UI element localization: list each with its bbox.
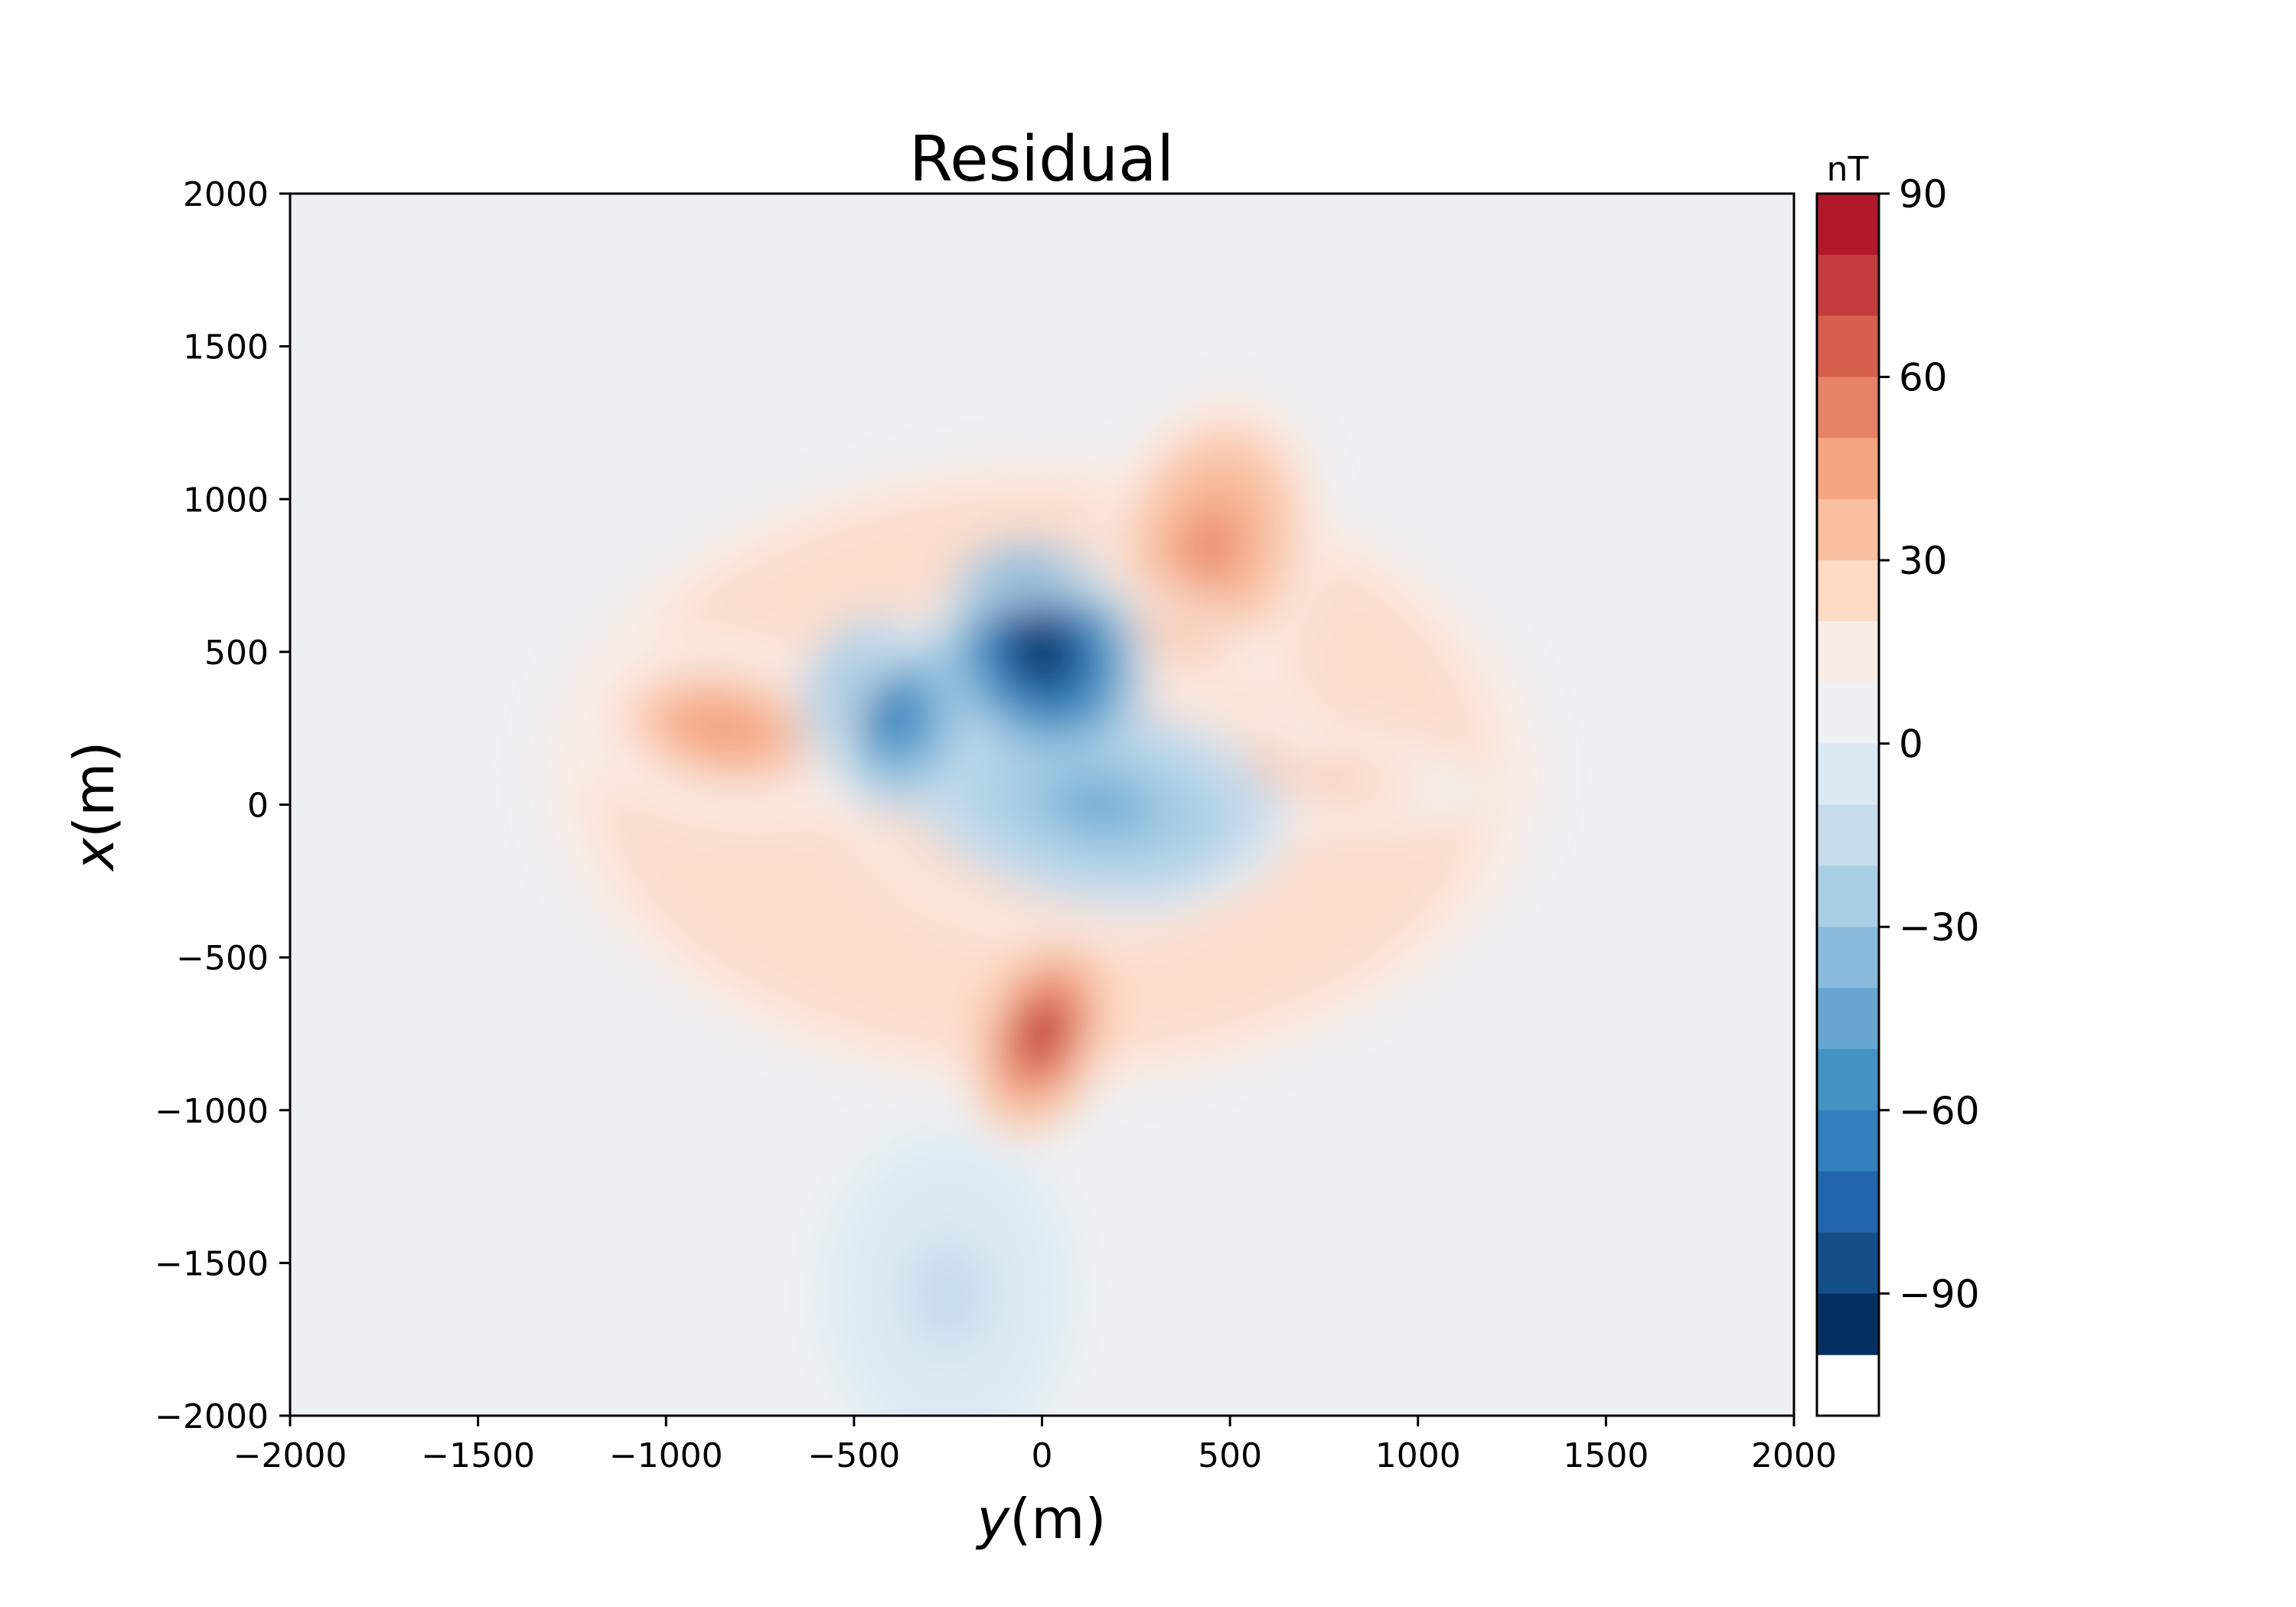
anomaly-positive-west (695, 712, 750, 745)
y-tick-label: 2000 (183, 175, 269, 214)
colorbar-frame (1815, 192, 1880, 1417)
x-tick-label: −1000 (609, 1436, 723, 1475)
x-tick-label: 1500 (1563, 1436, 1649, 1475)
colorbar-unit: nT (1827, 150, 1869, 189)
colorbar-tick-label: 30 (1899, 539, 1948, 583)
x-tick-label: 500 (1198, 1436, 1262, 1475)
anomaly-negative-far-south (928, 1266, 968, 1320)
colorbar-band (1817, 865, 1879, 927)
colorbar-band (1817, 376, 1879, 438)
x-axis-label: y(m) (976, 1487, 1107, 1551)
y-tick-label: −500 (176, 939, 269, 978)
colorbar-tick-label: −30 (1899, 905, 1980, 950)
colorbar-tick-label: 60 (1899, 356, 1948, 400)
colorbar-band (1817, 743, 1879, 806)
colorbar-band (1817, 499, 1879, 561)
anomaly-negative-center (1024, 633, 1060, 670)
anomaly-positive-northeast (1192, 519, 1231, 572)
y-tick-label: 500 (204, 634, 269, 673)
colorbar-tick-label: −60 (1899, 1089, 1980, 1133)
colorbar-band (1817, 438, 1879, 500)
colorbar-band (1817, 254, 1879, 317)
colorbar-band (1817, 1110, 1879, 1172)
y-tick-label: 0 (247, 787, 269, 826)
x-tick-label: −500 (807, 1436, 900, 1475)
anomaly-negative-lobe (1066, 787, 1131, 823)
y-axis-label: x(m) (62, 742, 126, 872)
colorbar (1817, 194, 1879, 1355)
chart-title: Residual (909, 123, 1174, 196)
y-tick-label: −2000 (155, 1397, 269, 1436)
transition-band (827, 576, 1317, 942)
colorbar-band (1817, 804, 1879, 866)
colorbar-band (1817, 621, 1879, 683)
colorbar-band (1817, 927, 1879, 989)
colorbar-band (1817, 1232, 1879, 1294)
colorbar-band (1817, 988, 1879, 1050)
y-tick-label: −1500 (155, 1244, 269, 1283)
colorbar-tick-label: 0 (1899, 722, 1923, 767)
x-tick-label: 0 (1032, 1436, 1053, 1475)
y-tick-label: 1500 (183, 328, 269, 367)
residual-field (534, 389, 1550, 1416)
anomaly-positive-south (1029, 1015, 1055, 1052)
anomaly-negative-west (876, 696, 907, 730)
colorbar-band (1817, 1293, 1879, 1355)
colorbar-band (1817, 1048, 1879, 1111)
colorbar-tick-label: 90 (1899, 172, 1948, 217)
colorbar-band (1817, 682, 1879, 745)
colorbar-band (1817, 1171, 1879, 1234)
x-tick-label: −2000 (233, 1436, 347, 1475)
colorbar-ticks: 90 60 30 0 −30 −60 −90 (1879, 172, 1980, 1316)
x-tick-label: −1500 (421, 1436, 535, 1475)
x-axis: −2000 −1500 −1000 −500 0 500 1000 1500 2000 (233, 1416, 1837, 1475)
x-tick-label: 2000 (1751, 1436, 1837, 1475)
y-tick-label: 1000 (183, 481, 269, 520)
y-axis: 2000 1500 1000 500 0 −500 −1000 −1500 −2000 (155, 175, 290, 1436)
plot-area (290, 194, 1794, 1416)
y-tick-label: −1000 (155, 1092, 269, 1131)
colorbar-band (1817, 194, 1879, 256)
colorbar-band (1817, 315, 1879, 378)
colorbar-tick-label: −90 (1899, 1272, 1980, 1316)
x-tick-label: 1000 (1375, 1436, 1461, 1475)
colorbar-band (1817, 560, 1879, 622)
